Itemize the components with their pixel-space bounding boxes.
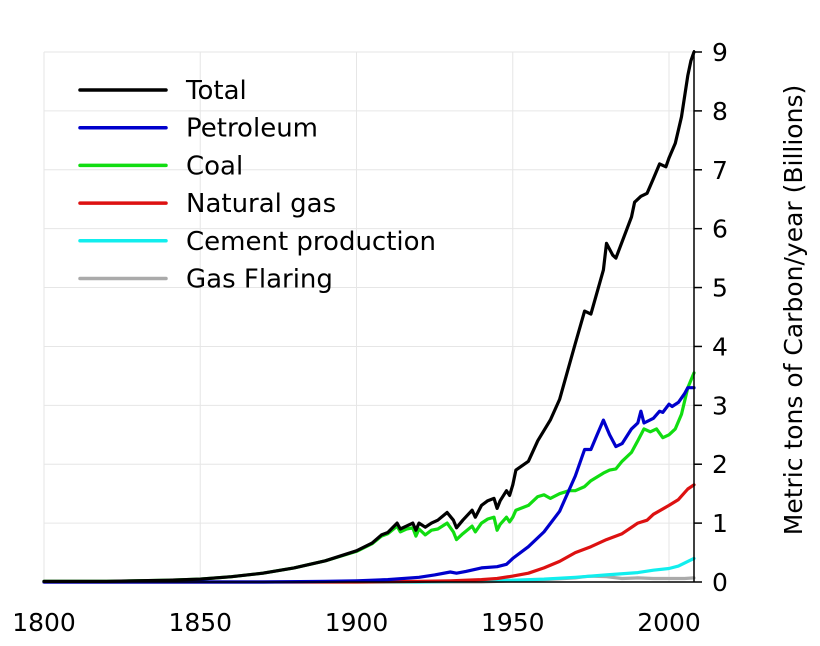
x-tick-label-1950: 1950 — [481, 608, 545, 637]
series-line-coal — [42, 371, 696, 583]
axes: 1800 1850 1900 1950 2000 0 1 2 3 4 5 6 7 8 9 — [12, 38, 728, 637]
legend-label-gas-flaring: Gas Flaring — [186, 265, 333, 295]
x-tick-label-1900: 1900 — [325, 608, 389, 637]
y-tick-label-0: 0 — [712, 568, 728, 597]
y-tick-label-8: 8 — [712, 97, 728, 126]
series-lines — [42, 50, 696, 584]
series-line-natural-gas — [42, 483, 696, 584]
y-tick-label-5: 5 — [712, 274, 728, 303]
y-tick-label-6: 6 — [712, 215, 728, 244]
series-line-petroleum — [42, 386, 696, 584]
series-line-total — [42, 50, 696, 583]
y-tick-label-9: 9 — [712, 38, 728, 67]
grid — [43, 51, 694, 583]
y-tick-label-1: 1 — [712, 509, 728, 538]
legend-label-natural-gas: Natural gas — [186, 189, 336, 219]
x-tick-label-1800: 1800 — [12, 608, 76, 637]
y-axis-title: Metric tons of Carbon/year (Billions) — [779, 85, 808, 535]
legend-label-total: Total — [185, 76, 247, 106]
series-line-cement-production — [42, 556, 696, 584]
legend-label-cement-production: Cement production — [186, 227, 436, 257]
y-tick-label-3: 3 — [712, 391, 728, 420]
y-tick-label-7: 7 — [712, 156, 728, 185]
y-tick-label-2: 2 — [712, 450, 728, 479]
x-tick-label-1850: 1850 — [168, 608, 232, 637]
y-tick-label-4: 4 — [712, 332, 728, 361]
legend-label-petroleum: Petroleum — [186, 114, 318, 144]
legend: Total Petroleum Coal Natural gas Cement prod… — [78, 76, 436, 295]
legend-label-coal: Coal — [186, 151, 243, 181]
x-tick-label-2000: 2000 — [637, 608, 701, 637]
